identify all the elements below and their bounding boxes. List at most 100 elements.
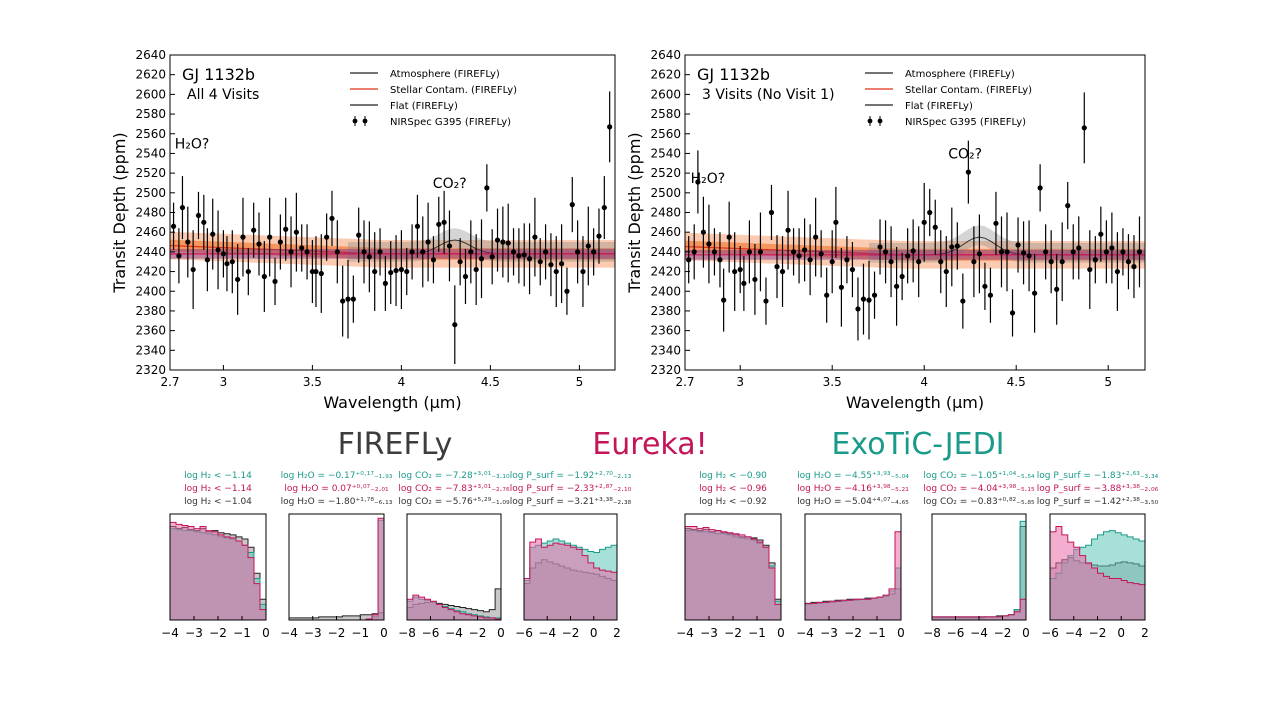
histogram-x-tick-label: −6 (515, 626, 533, 640)
data-point (849, 266, 856, 273)
data-point (404, 268, 410, 275)
histogram-x-tick-label: −2 (724, 626, 742, 640)
data-point (313, 268, 319, 275)
histogram-x-tick-label: −4 (1065, 626, 1083, 640)
posterior-summary: log CO₂ = −5.76⁺⁵·²⁹₋₁.₀₉ (398, 497, 510, 507)
y-tick-label: 2520 (135, 166, 166, 180)
co2-annotation: CO₂? (433, 176, 467, 192)
data-point (1136, 249, 1143, 255)
histogram-x-tick-label: −1 (233, 626, 251, 640)
y-tick-label: 2440 (650, 245, 681, 259)
data-point (790, 249, 797, 255)
histogram-x-tick-label: 0 (590, 626, 598, 640)
data-point (245, 268, 251, 275)
data-point (309, 268, 315, 275)
data-point (1065, 203, 1071, 209)
y-tick-label: 2340 (650, 343, 681, 357)
data-point (261, 273, 267, 280)
histogram-frame (288, 513, 385, 621)
posterior-summary: log H₂ < −0.92 (699, 497, 767, 507)
x-tick-label: 5 (576, 375, 584, 389)
data-point (905, 253, 911, 259)
data-point (993, 220, 999, 226)
data-point (1037, 185, 1043, 191)
histogram-x-tick-label: −4 (538, 626, 556, 640)
data-point (500, 239, 506, 245)
data-point (210, 231, 216, 237)
data-point (240, 234, 246, 240)
data-point (494, 237, 501, 243)
data-point (1120, 249, 1126, 255)
data-point (251, 227, 257, 233)
data-point (838, 284, 845, 290)
data-point (324, 234, 330, 240)
data-point (691, 249, 697, 255)
data-point (340, 298, 346, 304)
data-point (855, 306, 861, 312)
data-point (807, 257, 813, 263)
y-tick-label: 2580 (135, 107, 166, 121)
data-point (1131, 264, 1137, 270)
histogram-exoticjedi (289, 519, 385, 621)
data-point (1032, 290, 1038, 296)
histogram-x-tick-label: 0 (1022, 626, 1030, 640)
data-point (293, 229, 299, 235)
data-point (757, 249, 764, 255)
data-point (921, 219, 927, 225)
y-tick-label: 2440 (135, 245, 166, 259)
data-point (288, 249, 294, 255)
data-point (746, 249, 753, 255)
data-point (478, 256, 485, 262)
posterior-summary: log P_surf = −3.21⁺³·³⁸₋₂.₃₈ (510, 497, 632, 507)
data-point (982, 283, 988, 289)
data-point (366, 254, 372, 260)
histogram-x-tick-label: −3 (820, 626, 838, 640)
histogram-x-tick-label: −4 (280, 626, 298, 640)
histogram-eureka (931, 598, 1027, 621)
x-tick-label: 2.7 (675, 375, 694, 389)
data-point (1059, 259, 1065, 265)
data-point (882, 249, 889, 255)
data-point (686, 257, 692, 263)
posterior-summary: log CO₂ = −7.83⁺³·⁰¹₋₂.₇₆ (398, 484, 510, 494)
data-point (866, 297, 872, 303)
x-axis-label: Wavelength (μm) (846, 393, 984, 412)
data-point (462, 273, 469, 280)
histogram-exoticjedi (931, 520, 1027, 621)
section-label-eureka: Eureka! (592, 427, 707, 462)
data-point (844, 257, 850, 263)
histogram-x-tick-label: −4 (970, 626, 988, 640)
data-point (1081, 125, 1087, 131)
data-point (774, 264, 780, 270)
data-point (329, 215, 335, 222)
data-point (334, 249, 340, 255)
histogram-x-tick-label: 0 (777, 626, 785, 640)
data-point (721, 297, 727, 303)
data-point (425, 239, 431, 245)
y-tick-label: 2540 (135, 146, 166, 160)
data-point (1103, 249, 1109, 255)
x-tick-label: 3 (220, 375, 228, 389)
histogram-eureka (169, 521, 267, 621)
data-point (299, 245, 305, 251)
data-point (796, 253, 802, 259)
histogram-x-tick-label: 2 (1141, 626, 1149, 640)
chart-title: GJ 1132b (182, 65, 255, 84)
histogram-x-tick-label: −1 (351, 626, 369, 640)
chart-subtitle: All 4 Visits (187, 87, 259, 103)
data-point (185, 239, 191, 245)
histogram-x-tick-label: 0 (1117, 626, 1125, 640)
histogram-x-tick-label: −6 (1041, 626, 1059, 640)
y-tick-label: 2640 (135, 48, 166, 62)
histogram-x-tick-label: −4 (676, 626, 694, 640)
y-tick-label: 2500 (135, 186, 166, 200)
histogram-panel: log H₂ < −0.90 log H₂ < −0.96 log H₂ < −0.… (676, 471, 785, 640)
data-point (752, 276, 758, 283)
histogram-x-tick-label: −3 (185, 626, 203, 640)
chart-title: GJ 1132b (697, 65, 770, 84)
data-point (350, 296, 356, 302)
y-tick-label: 2320 (135, 363, 166, 377)
posterior-summary: log H₂ < −0.90 (699, 471, 767, 481)
x-tick-label: 3 (736, 375, 744, 389)
